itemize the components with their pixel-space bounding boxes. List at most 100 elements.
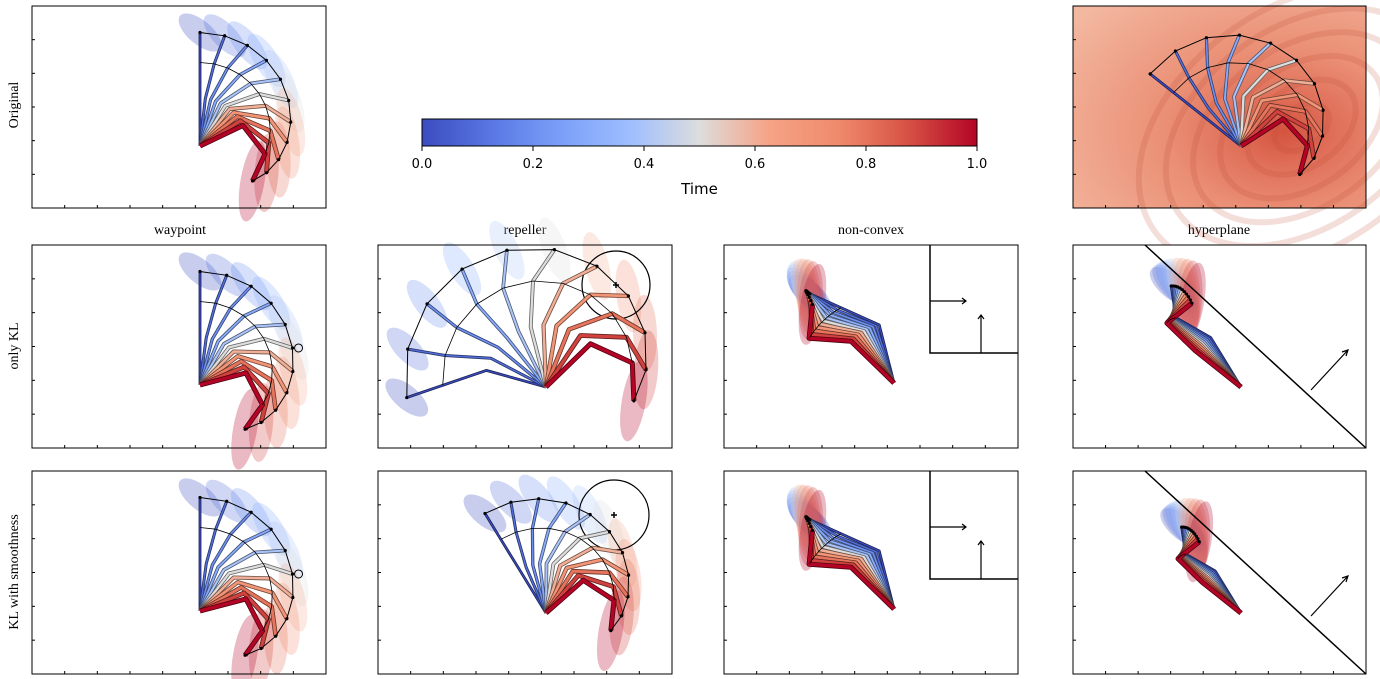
- arm-frame: [1205, 37, 1242, 147]
- colorbar-tick-label: 0.2: [523, 157, 544, 172]
- end-effector-point: [1298, 172, 1302, 177]
- elbow-path: [199, 527, 273, 631]
- vector-field-contour: [1217, 52, 1380, 202]
- end-effector-point: [274, 634, 278, 638]
- end-effector-point: [276, 158, 281, 162]
- end-effector-point: [1188, 298, 1192, 302]
- panel-onlykl-nonconvex: [723, 244, 1019, 449]
- end-effector-point: [287, 98, 291, 103]
- end-effector-point: [1184, 292, 1189, 296]
- arm-frame: [199, 591, 270, 649]
- vector-field-contour: [1162, 5, 1380, 249]
- arm-frame: [461, 268, 547, 388]
- end-effector-point: [509, 500, 513, 504]
- waypoint-marker: [294, 569, 304, 579]
- arm-frame: [544, 578, 616, 631]
- end-effector-point: [285, 617, 289, 621]
- arm-frame: [199, 92, 289, 147]
- end-effector-point: [626, 573, 631, 577]
- end-effector-point: [810, 302, 815, 306]
- end-effector-point: [626, 294, 631, 298]
- arm-frame: [1232, 42, 1272, 147]
- colorbar-tick-label: 1.0: [967, 157, 988, 172]
- end-effector-point: [285, 140, 289, 144]
- arm-frame: [1176, 540, 1243, 615]
- arm-frame: [199, 104, 292, 147]
- arm-frame: [426, 303, 547, 388]
- end-effector-point: [1312, 82, 1317, 86]
- panel-onlykl-hyperplane: [1072, 244, 1367, 449]
- end-effector-point: [564, 501, 568, 505]
- end-effector-point: [245, 43, 249, 47]
- arm-frame: [1174, 50, 1242, 147]
- arm-frame: [199, 44, 249, 147]
- end-effector-point: [283, 548, 287, 553]
- arm-frame: [199, 275, 228, 386]
- arm-frame: [531, 498, 547, 614]
- panel-background: [32, 6, 326, 208]
- arm-frame: [544, 513, 591, 614]
- arm-frame: [199, 337, 293, 386]
- arm-frame: [199, 528, 272, 612]
- arm-frame: [807, 530, 896, 611]
- arm-frame: [199, 111, 289, 147]
- end-effector-point: [274, 408, 278, 412]
- panel-original-right: [1072, 0, 1380, 273]
- end-effector-point: [291, 595, 295, 600]
- repeller-circle: [581, 250, 651, 320]
- panel-background: [1073, 245, 1366, 448]
- vector-field-contour: [1135, 0, 1380, 273]
- end-effector-point: [1196, 537, 1200, 541]
- arm-frame: [1223, 34, 1242, 147]
- elbow-path: [1173, 62, 1310, 146]
- end-effector-point: [243, 427, 247, 431]
- arm-frame: [199, 511, 252, 612]
- end-effector-point: [505, 248, 509, 252]
- end-effector-point: [1194, 534, 1198, 538]
- elbow-path: [1166, 317, 1177, 324]
- end-effector-point: [283, 322, 287, 327]
- end-effector-point: [626, 595, 630, 599]
- arm-frame: [199, 119, 271, 173]
- non-convex-wall: [929, 471, 1018, 580]
- arm-frame: [199, 115, 281, 161]
- colorbar-tick-label: 0.6: [745, 157, 766, 172]
- hyperplane-line: [1144, 470, 1367, 675]
- colorbar-gradient: [421, 118, 978, 147]
- end-effector-point: [1197, 540, 1201, 544]
- end-effector-point: [243, 653, 247, 657]
- end-effector-point: [807, 295, 811, 299]
- end-effector-point: [1320, 134, 1325, 138]
- arm-frame: [199, 35, 226, 147]
- end-effector-point: [806, 519, 810, 523]
- end-effector-point: [406, 347, 410, 351]
- elbow-path: [442, 280, 633, 386]
- arm-frame: [199, 585, 278, 637]
- end-effector-point: [289, 120, 293, 124]
- end-effector-point: [1237, 33, 1242, 37]
- colorbar-tick-label: 0.4: [634, 157, 655, 172]
- end-effector-point: [198, 30, 202, 35]
- arm-frame: [529, 248, 556, 388]
- panel-background: [32, 471, 326, 674]
- arm-frame: [807, 517, 895, 610]
- end-effector-point: [1294, 58, 1299, 62]
- arm-frame: [199, 285, 252, 386]
- elbow-path: [808, 307, 842, 339]
- hyperplane-normal-arrow: [1310, 349, 1349, 391]
- arm-frame: [199, 354, 288, 394]
- row-label-only-kl: only KL: [7, 322, 22, 369]
- arm-frame: [407, 348, 547, 388]
- end-effector-point: [1193, 532, 1197, 536]
- end-effector-point: [223, 34, 227, 38]
- end-effector-point: [643, 331, 647, 335]
- end-effector-point: [619, 614, 624, 618]
- colorbar: 0.0 0.2 0.4 0.6 0.8 1.0 Time: [412, 118, 988, 198]
- end-effector-point: [198, 495, 202, 500]
- end-effector-point: [1321, 108, 1325, 112]
- end-effector-point: [290, 346, 295, 350]
- arm-frame: [199, 302, 272, 386]
- arm-frame: [1149, 73, 1242, 147]
- arm-frame: [544, 573, 624, 617]
- arm-frame: [199, 350, 294, 386]
